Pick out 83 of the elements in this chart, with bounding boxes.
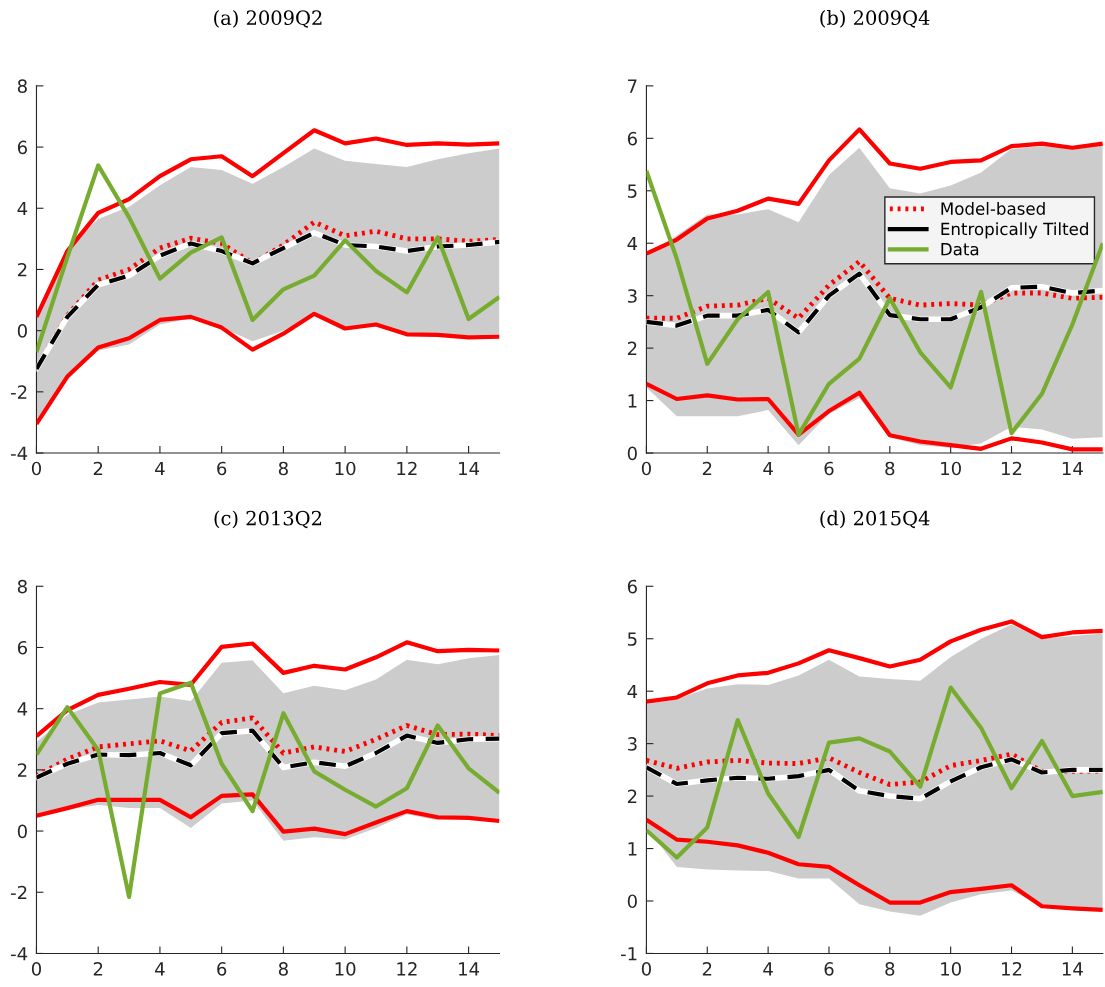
x-tick-label: 0 (31, 962, 42, 976)
y-tick-label: 2 (627, 341, 637, 355)
y-tick-label: 0 (627, 894, 637, 909)
chart-title: (c) 2013Q2 (214, 510, 322, 529)
x-tick-label: 10 (941, 461, 961, 476)
y-tick-label: -2 (11, 885, 27, 900)
y-tick-label: 6 (627, 579, 637, 594)
x-tick-label: 0 (31, 461, 42, 476)
y-tick-label: -4 (11, 446, 28, 460)
x-tick-label: 8 (278, 461, 288, 476)
y-tick-label: 2 (17, 262, 27, 277)
x-tick-label: 8 (885, 962, 895, 976)
x-tick-label: 2 (702, 461, 712, 476)
x-tick-label: 8 (278, 962, 288, 976)
x-tick-label: 8 (885, 461, 895, 476)
y-tick-label: 5 (628, 632, 637, 646)
x-tick-label: 12 (397, 962, 417, 976)
x-tick-label: 10 (335, 962, 356, 976)
line-series (646, 127, 1103, 256)
line-series (36, 727, 500, 781)
y-tick-label: 5 (628, 184, 637, 198)
line-series (36, 792, 500, 837)
y-tick-label: 0 (17, 824, 27, 839)
x-tick-label: 2 (702, 962, 712, 976)
x-tick-label: 14 (1062, 461, 1083, 476)
legend-label: Data (941, 243, 979, 256)
y-tick-label: -2 (11, 385, 27, 399)
x-tick-label: 6 (824, 461, 834, 476)
legend-label: Model-based (941, 202, 1045, 215)
x-tick-label: 14 (459, 461, 480, 476)
legend-label: Entropically Tilted (941, 222, 1088, 239)
x-tick-label: 2 (93, 461, 103, 476)
x-tick-label: 2 (93, 962, 103, 976)
x-tick-label: 10 (941, 962, 961, 976)
line-series (646, 259, 1103, 321)
line-series (646, 270, 1103, 336)
line-series (646, 756, 1103, 802)
y-tick-label: 0 (17, 324, 27, 338)
y-tick-label: 8 (17, 579, 27, 594)
chart-title: (a) 2009Q2 (214, 9, 322, 28)
y-tick-label: 6 (627, 131, 637, 146)
line-series (646, 817, 1103, 912)
chart-title: (b) 2009Q4 (820, 9, 930, 28)
x-tick-label: 4 (155, 962, 165, 976)
y-tick-label: 4 (17, 702, 28, 716)
x-tick-label: 4 (763, 962, 773, 976)
line-series (36, 640, 500, 739)
x-tick-label: 14 (1062, 962, 1083, 976)
x-tick-label: 12 (397, 461, 417, 476)
line-series (36, 163, 500, 355)
chart-title: (d) 2015Q4 (820, 510, 930, 529)
x-tick-label: 6 (217, 461, 227, 476)
line-series (36, 680, 500, 899)
x-tick-label: 4 (155, 461, 165, 476)
x-tick-label: 12 (1002, 962, 1022, 976)
y-tick-label: -4 (11, 947, 28, 961)
line-series (646, 685, 1103, 860)
y-tick-label: 0 (627, 446, 637, 461)
y-tick-label: 4 (627, 684, 638, 699)
y-tick-label: 8 (17, 79, 27, 93)
y-tick-label: 3 (627, 737, 637, 751)
y-tick-label: 1 (628, 394, 637, 408)
x-tick-label: 14 (459, 962, 480, 976)
y-tick-label: 7 (628, 79, 637, 93)
line-series (646, 619, 1103, 704)
y-tick-label: 6 (17, 640, 27, 655)
line-series (36, 128, 500, 319)
y-tick-label: 4 (17, 201, 28, 216)
y-tick-label: 4 (627, 236, 638, 251)
y-tick-label: 1 (628, 842, 637, 856)
x-tick-label: 6 (217, 962, 227, 976)
y-tick-label: 2 (627, 789, 637, 803)
x-tick-label: 0 (641, 962, 651, 976)
x-tick-label: 0 (641, 461, 651, 476)
x-tick-label: 12 (1002, 461, 1022, 476)
x-tick-label: 10 (335, 461, 356, 476)
y-tick-label: 2 (17, 763, 27, 777)
y-tick-label: 6 (17, 140, 27, 155)
y-tick-label: 3 (627, 289, 637, 303)
y-tick-label: -1 (620, 947, 637, 961)
line-series (36, 311, 500, 427)
x-tick-label: 4 (763, 461, 773, 476)
x-tick-label: 6 (824, 962, 834, 976)
